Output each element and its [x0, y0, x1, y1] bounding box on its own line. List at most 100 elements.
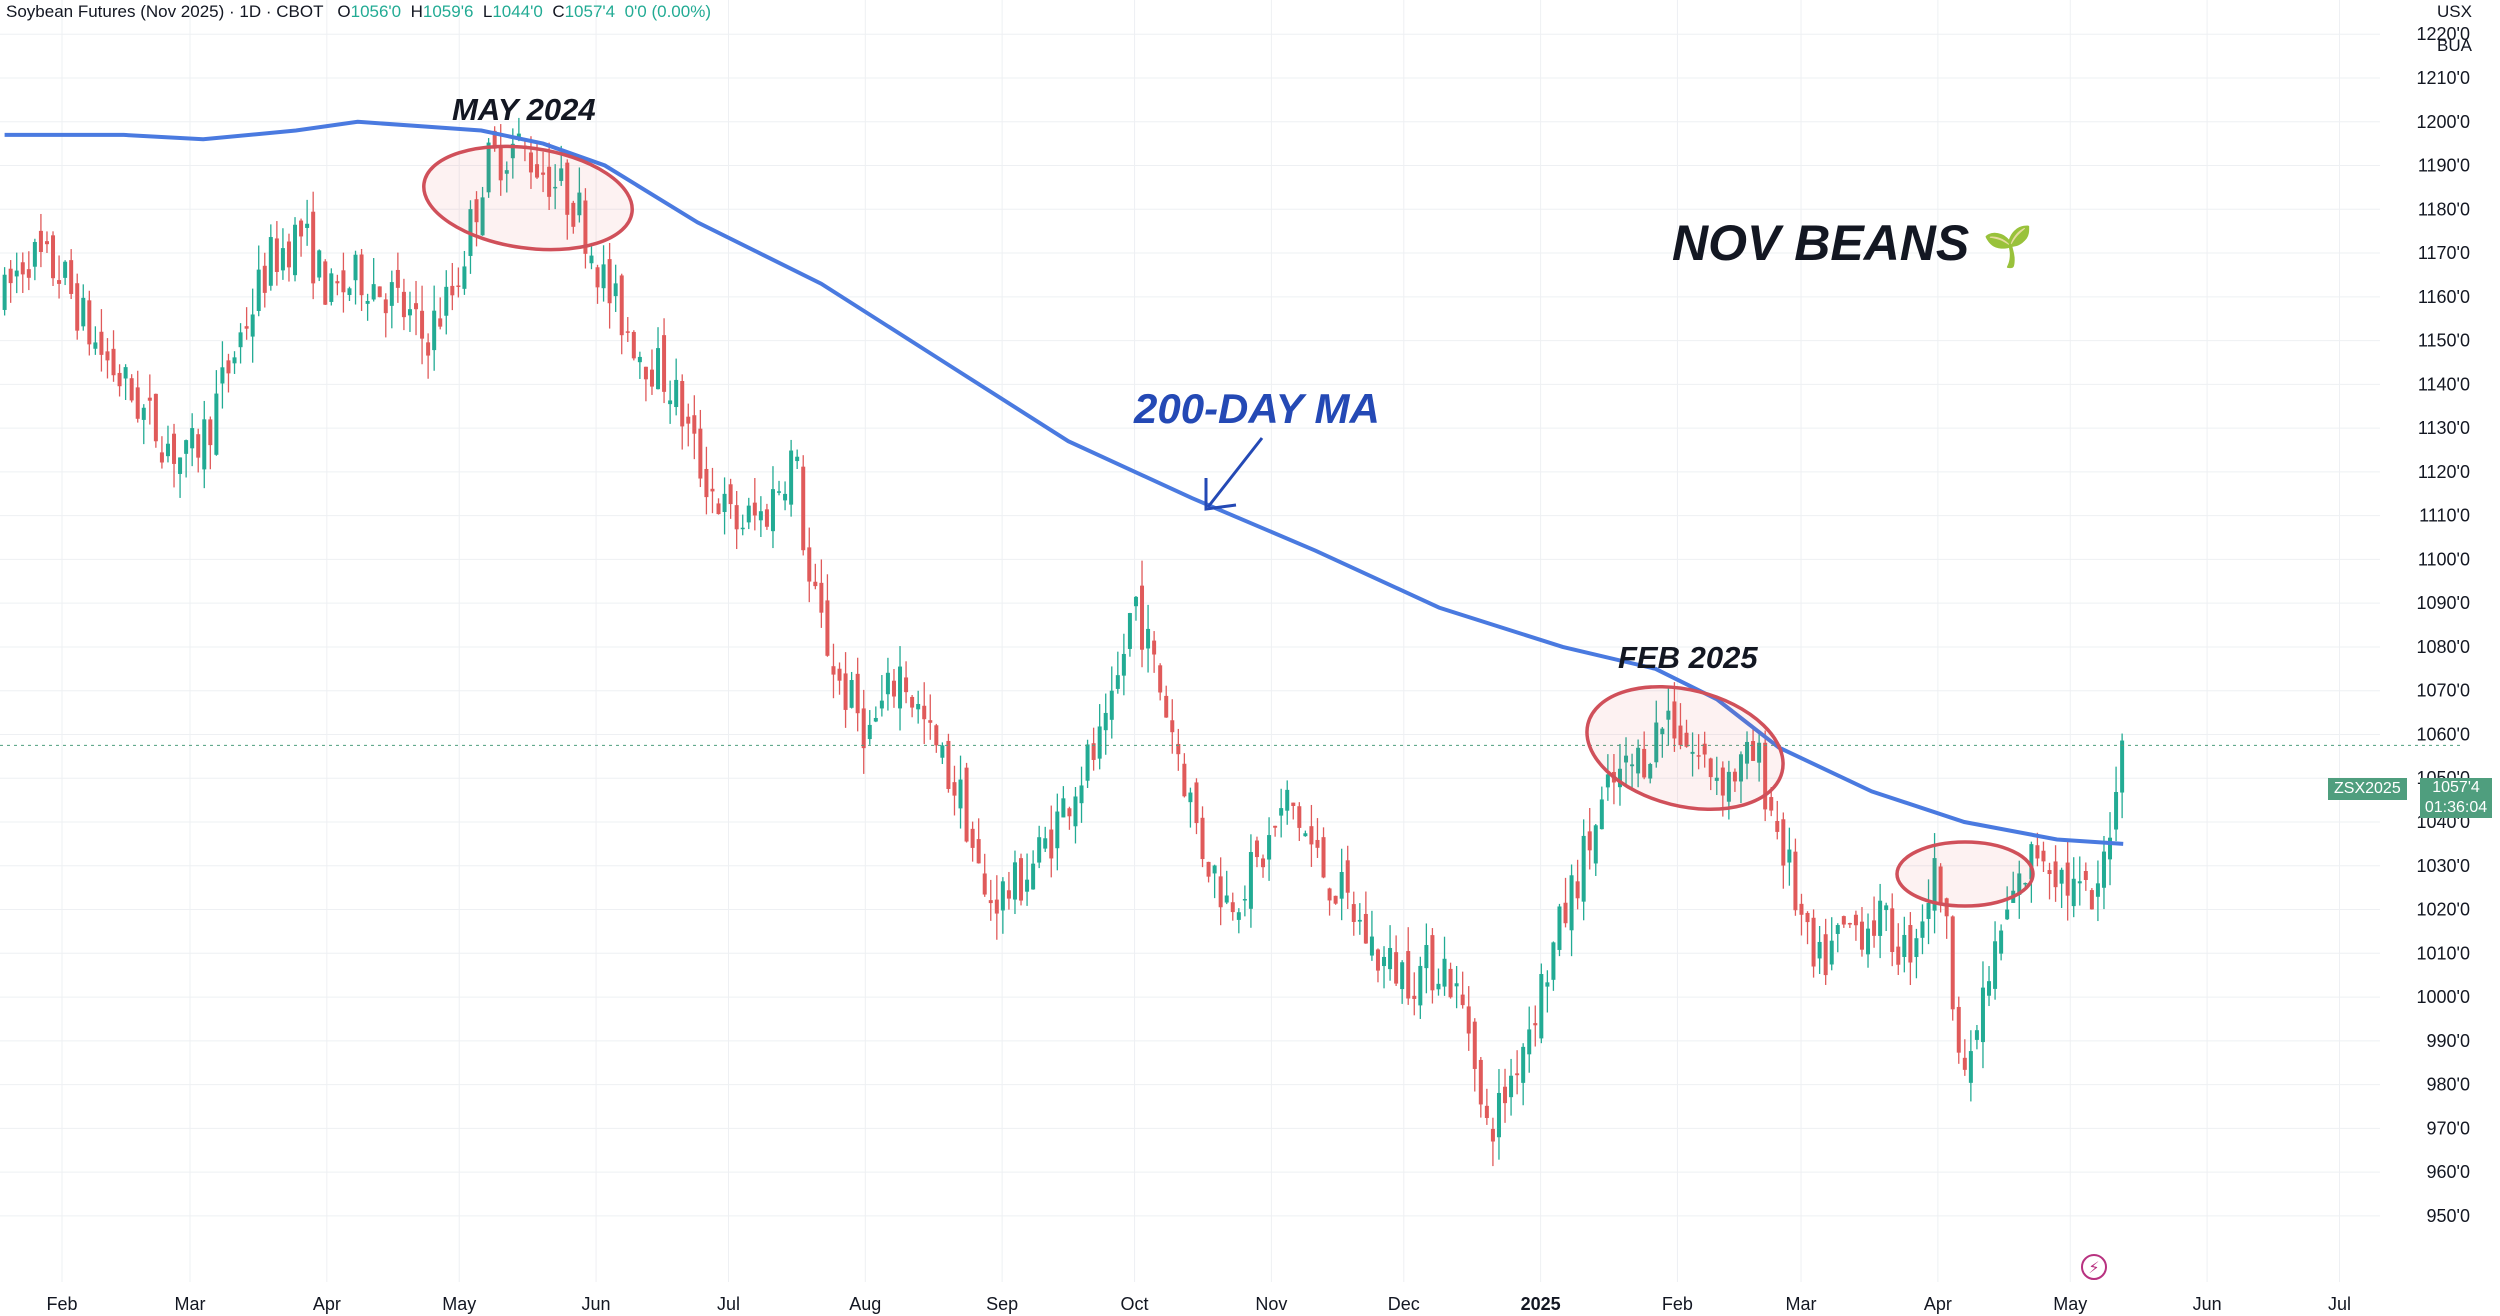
candle-body — [153, 393, 158, 442]
annotation-200-day-ma: 200-DAY MA — [1134, 385, 1380, 432]
candle-body — [504, 170, 509, 174]
candle-body — [1962, 1057, 1967, 1070]
candle-body — [1902, 934, 1907, 957]
candle-body — [758, 511, 763, 521]
candle-body — [1484, 1105, 1489, 1118]
candle-body — [1551, 942, 1556, 980]
highlight-ellipse — [1895, 840, 2035, 908]
candle-body — [1079, 785, 1084, 804]
candle-body — [843, 673, 848, 710]
candle-body — [740, 527, 745, 530]
candle-body — [2047, 870, 2052, 875]
currency-label[interactable]: USX — [2437, 2, 2472, 21]
candle-body — [117, 372, 122, 387]
candle-body — [1363, 913, 1368, 944]
candle-body — [789, 450, 794, 505]
candle-body — [1769, 797, 1774, 811]
candle-body — [1478, 1059, 1483, 1105]
candle-body — [1248, 852, 1253, 909]
candle-body — [347, 288, 352, 295]
candle-body — [1974, 1030, 1979, 1040]
price-axis[interactable]: 1220'0 1210'0 1200'0 1190'0 1180'0 1170'0 1160… — [2417, 24, 2471, 1226]
candle-body — [1261, 858, 1266, 868]
annotation-nov-beans: NOV BEANS 🌱 — [1672, 214, 2033, 272]
candle-body — [1097, 726, 1102, 759]
candle-body — [583, 200, 588, 254]
candle-body — [976, 839, 981, 864]
candle-body — [2017, 873, 2022, 895]
candle-body — [1327, 888, 1332, 901]
candle-body — [75, 283, 80, 331]
highlight-ellipse — [1585, 684, 1785, 812]
interval[interactable]: 1D — [239, 2, 262, 21]
y-tick-label: 960'0 — [2427, 1162, 2470, 1182]
candle-body — [1605, 774, 1610, 788]
candle-body — [123, 367, 128, 379]
candle-body — [359, 254, 364, 296]
candle-body — [407, 309, 412, 316]
candle-body — [1944, 898, 1949, 917]
candle-body — [1309, 826, 1314, 845]
symbol-title[interactable]: Soybean Futures (Nov 2025) — [6, 2, 225, 21]
candle-body — [1121, 653, 1126, 676]
candle-body — [1424, 945, 1429, 969]
candle-body — [2059, 869, 2064, 884]
candle-body — [1787, 849, 1792, 863]
candle-body — [1533, 1023, 1538, 1026]
candle-body — [764, 509, 769, 527]
candle-body — [1006, 890, 1011, 899]
candle-body — [849, 680, 854, 708]
candle-body — [1763, 742, 1768, 810]
x-tick-label: Jun — [2193, 1294, 2222, 1314]
candle-body — [1509, 1075, 1514, 1098]
y-tick-label: 1000'0 — [2417, 987, 2471, 1007]
candle-body — [1563, 902, 1568, 924]
candle-body — [1636, 747, 1641, 774]
candle-body — [81, 297, 86, 327]
x-tick-label: Jun — [582, 1294, 611, 1314]
candle-body — [1660, 728, 1665, 735]
candle-body — [2005, 909, 2010, 920]
candle-body — [99, 331, 104, 355]
candle-body — [1430, 935, 1435, 991]
candle-body — [202, 419, 207, 470]
candle-body — [1690, 751, 1695, 754]
candle-body — [964, 767, 969, 842]
candle-body — [38, 230, 43, 252]
candle-body — [831, 666, 836, 675]
candle-body — [668, 400, 673, 405]
lightning-icon[interactable]: ⚡ — [2081, 1254, 2107, 1280]
candle-body — [135, 387, 140, 419]
candle-body — [710, 488, 715, 492]
candle-body — [1853, 914, 1858, 926]
candle-body — [1799, 903, 1804, 915]
candle-body — [1805, 912, 1810, 923]
y-tick-label: 1180'0 — [2418, 199, 2470, 219]
candle-body — [1242, 899, 1247, 901]
time-axis[interactable]: Feb Mar Apr May Jun Jul Aug Sep Oct Nov Dec 2025 Feb… — [46, 1294, 2351, 1314]
candle-body — [1515, 1073, 1520, 1076]
candle-body — [111, 348, 116, 376]
candle-body — [631, 331, 636, 359]
candle-body — [1575, 881, 1580, 899]
candle-body — [1557, 906, 1562, 950]
candle-body — [1490, 1128, 1495, 1142]
y-tick-label: 1120'0 — [2418, 462, 2470, 482]
candle-body — [2108, 837, 2113, 860]
unit-label[interactable]: BUA — [2437, 36, 2472, 55]
candle-body — [8, 268, 13, 284]
x-tick-label: Apr — [1924, 1294, 1952, 1314]
candle-body — [728, 484, 733, 505]
candle-body — [1460, 994, 1465, 1006]
candle-body — [637, 356, 642, 363]
candle-body — [1448, 968, 1453, 998]
candle-body — [1279, 808, 1284, 816]
y-tick-label: 1130'0 — [2418, 418, 2470, 438]
candle-body — [20, 262, 25, 275]
highlight-ellipse — [422, 144, 634, 252]
candle-body — [1049, 829, 1054, 859]
candle-body — [335, 281, 340, 284]
y-tick-label: 970'0 — [2427, 1118, 2470, 1138]
last-price: 1057'4 — [2432, 779, 2480, 796]
